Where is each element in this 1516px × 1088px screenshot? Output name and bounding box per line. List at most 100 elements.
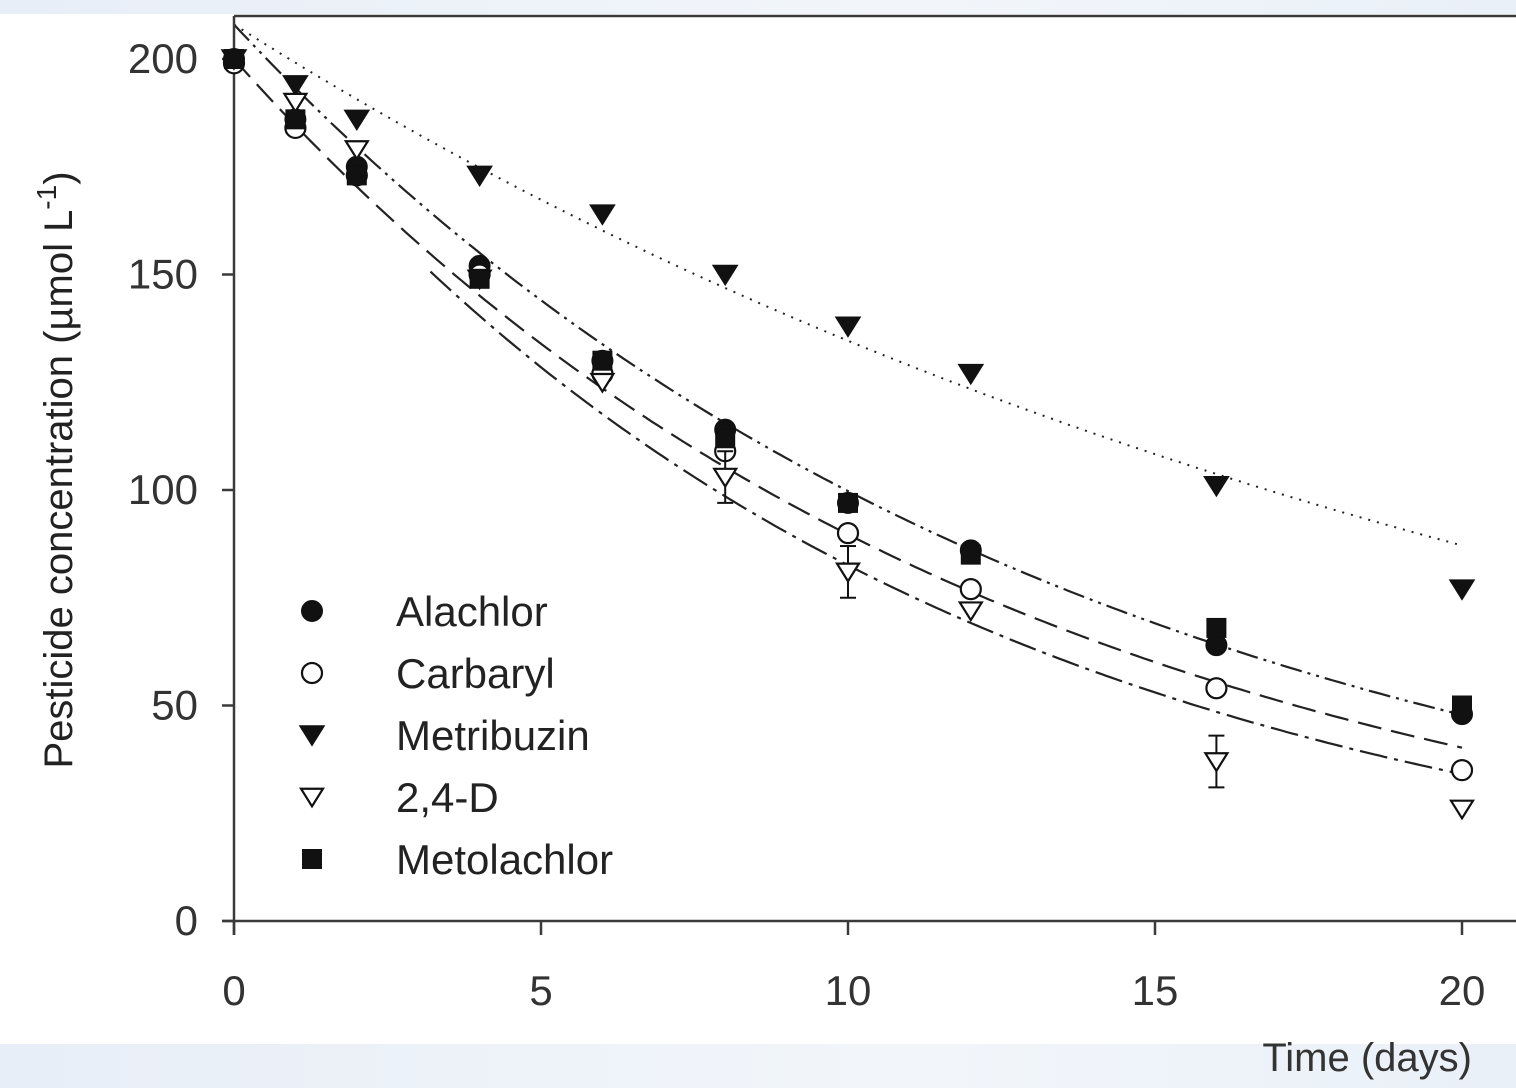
x-axis-label: Time (days) <box>1262 1036 1472 1080</box>
marker-2-4-d <box>1449 799 1475 821</box>
marker-alachlor <box>1205 634 1228 657</box>
data-point-2-4-d <box>1449 799 1475 821</box>
data-point-metolachlor <box>346 165 367 186</box>
marker-metribuzin <box>1448 579 1476 601</box>
data-point-metolachlor <box>592 350 613 371</box>
legend-marker-alachlor <box>301 600 323 622</box>
background-band-bottom <box>0 1044 1516 1088</box>
data-point-carbaryl <box>1450 759 1474 782</box>
legend-item-carbaryl: Carbaryl <box>300 650 555 697</box>
fit-curve-metribuzin <box>233 23 1463 547</box>
y-axis-label: Pesticide concentration (µmol L-1) <box>31 171 81 768</box>
legend-label-metolachlor: Metolachlor <box>396 836 613 883</box>
data-point-metolachlor <box>469 268 490 289</box>
marker-metolachlor <box>346 165 367 186</box>
marker-metribuzin <box>1203 475 1230 498</box>
data-point-2-4-d <box>957 601 984 623</box>
y-tick-label: 100 <box>128 466 198 513</box>
x-tick-label: 5 <box>529 967 552 1014</box>
data-point-metribuzin <box>282 75 309 97</box>
marker-2-4-d <box>835 562 861 584</box>
marker-metolachlor <box>960 544 981 565</box>
legend-label-metribuzin: Metribuzin <box>396 712 590 759</box>
marker-2-4-d <box>712 467 739 489</box>
marker-metribuzin <box>957 363 985 386</box>
axes: 0 50 100 150 200 0 5 10 15 20 <box>128 14 1516 1014</box>
y-tick-label: 0 <box>175 897 198 944</box>
data-point-metolachlor <box>1206 617 1227 638</box>
data-point-metolachlor <box>224 49 244 69</box>
fit-curve-alachlor <box>233 23 1463 716</box>
marker-metribuzin <box>466 165 493 187</box>
data-point-2-4-d <box>343 140 370 161</box>
fit-curve-2-4-d <box>429 270 1463 776</box>
data-point-2-4-d <box>589 372 616 394</box>
marker-metolachlor <box>224 49 244 69</box>
legend-marker-2-4-d <box>299 787 325 809</box>
marker-metribuzin <box>711 264 739 287</box>
data-point-metribuzin <box>466 165 493 187</box>
fit-curves <box>233 23 1463 776</box>
marker-metolachlor <box>1452 695 1472 716</box>
marker-metolachlor <box>285 109 306 130</box>
legend-label-alachlor: Alachlor <box>396 588 548 635</box>
data-point-metribuzin <box>589 204 616 226</box>
data-point-2-4-d <box>835 545 861 599</box>
legend-label-carbaryl: Carbaryl <box>396 650 555 697</box>
fit-curve-carbaryl <box>233 58 1463 749</box>
marker-metribuzin <box>589 204 616 226</box>
legend: Alachlor Carbaryl Metribuzin 2,4-D Metolachl… <box>298 588 613 883</box>
data-point-metribuzin <box>834 316 862 338</box>
data-point-metolachlor <box>285 109 306 130</box>
data-point-2-4-d <box>1203 734 1230 789</box>
marker-metolachlor <box>1206 617 1227 638</box>
data-point-metribuzin <box>1203 475 1230 498</box>
data-point-metribuzin <box>711 264 739 287</box>
legend-marker-carbaryl <box>300 661 324 685</box>
y-axis-label-text: Pesticide concentration (µmol L-1) <box>31 171 81 768</box>
marker-carbaryl <box>1205 677 1228 700</box>
data-point-carbaryl <box>959 578 982 601</box>
marker-carbaryl <box>836 521 860 545</box>
data-point-metolachlor <box>838 492 858 513</box>
y-tick-label: 50 <box>151 682 198 729</box>
y-tick-label: 200 <box>128 35 198 82</box>
x-tick-label: 20 <box>1439 967 1486 1014</box>
marker-2-4-d <box>589 372 616 394</box>
legend-item-alachlor: Alachlor <box>301 588 548 635</box>
marker-carbaryl <box>1450 759 1474 782</box>
legend-item-2-4-d: 2,4-D <box>299 774 499 821</box>
legend-item-metribuzin: Metribuzin <box>298 712 590 759</box>
marker-2-4-d <box>1203 752 1230 773</box>
marker-metribuzin <box>834 316 862 338</box>
y-axis-label-superscript: -1 <box>31 185 62 210</box>
marker-metribuzin <box>282 75 309 97</box>
data-point-2-4-d <box>282 92 309 114</box>
x-tick-label: 10 <box>825 967 872 1014</box>
data-point-alachlor <box>1205 634 1228 657</box>
y-axis-label-main: Pesticide concentration (µmol L <box>37 210 81 769</box>
legend-marker-metolachlor <box>302 849 322 869</box>
data-markers <box>220 48 1476 821</box>
plot-background <box>0 14 1516 1044</box>
marker-metolachlor <box>469 268 490 289</box>
data-point-metolachlor <box>715 428 736 449</box>
legend-label-2-4-d: 2,4-D <box>396 774 499 821</box>
data-point-carbaryl <box>836 521 860 545</box>
y-axis-label-close: ) <box>37 171 81 184</box>
marker-2-4-d <box>957 601 984 623</box>
marker-metolachlor <box>592 350 613 371</box>
marker-2-4-d <box>343 140 370 161</box>
marker-carbaryl <box>959 578 982 601</box>
marker-metribuzin <box>343 109 371 131</box>
data-point-metribuzin <box>957 363 985 386</box>
y-tick-label: 150 <box>128 251 198 298</box>
marker-2-4-d <box>282 92 309 114</box>
background-band-top <box>0 0 1516 14</box>
data-point-metolachlor <box>960 544 981 565</box>
legend-item-metolachlor: Metolachlor <box>302 836 613 883</box>
data-point-metribuzin <box>343 109 371 131</box>
marker-metolachlor <box>715 428 736 449</box>
